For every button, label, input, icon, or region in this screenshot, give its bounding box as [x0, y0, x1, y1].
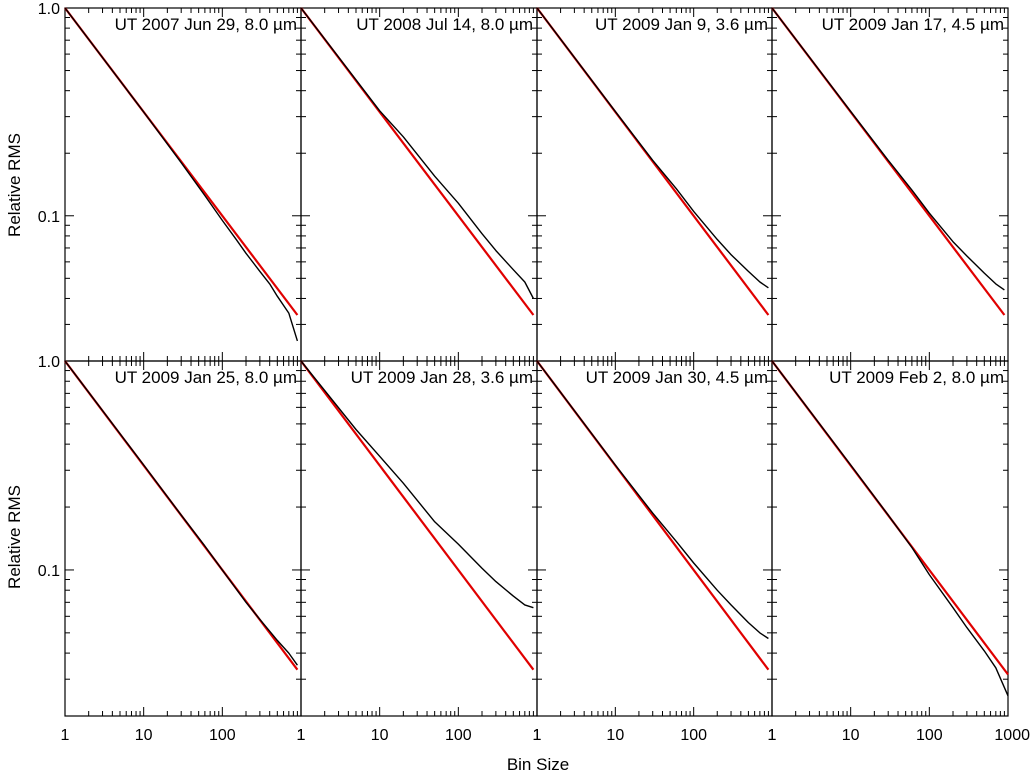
panels: 1.0 0.1 UT 2007 Jun 29, 8.0 µm UT 2008 Jul …: [38, 1, 1030, 744]
panel-7: 1 10 100 1 UT 2009 Jan 30, 4.5 µm: [533, 360, 777, 744]
y-tick-label: 1.0: [38, 1, 60, 18]
panel-title: UT 2009 Jan 9, 3.6 µm: [595, 15, 768, 34]
panel-frame: [300, 360, 538, 717]
measured-line: [300, 360, 534, 609]
panel-frame: [771, 7, 1009, 362]
panel-frame: [771, 360, 1009, 717]
measured-line: [64, 360, 298, 666]
panel-5: 1.0 0.1 1 10 100 1 UT 2009 Jan 25, 8.0 µm: [38, 354, 306, 744]
measured-line: [536, 7, 769, 289]
x-tick-label: 1: [297, 727, 306, 744]
x-tick-label: 1: [297, 727, 306, 744]
panel-1: 1.0 0.1 UT 2007 Jun 29, 8.0 µm: [38, 1, 302, 362]
panel-title: UT 2009 Jan 30, 4.5 µm: [586, 368, 768, 387]
y-tick-label: 0.1: [38, 563, 60, 580]
measured-line: [771, 7, 1005, 291]
panel-title: UT 2009 Jan 25, 8.0 µm: [115, 368, 297, 387]
panel-4: UT 2009 Jan 17, 4.5 µm: [771, 7, 1009, 362]
panel-frame: [536, 7, 773, 362]
y-axis-label-bottom: Relative RMS: [5, 485, 24, 589]
panel-title: UT 2009 Jan 17, 4.5 µm: [822, 15, 1004, 34]
y-axis-label-top: Relative RMS: [5, 133, 24, 237]
x-tick-label: 10: [606, 727, 624, 744]
x-tick-label: 1: [533, 727, 542, 744]
panel-title: UT 2009 Jan 28, 3.6 µm: [351, 368, 533, 387]
x-tick-label: 1: [533, 727, 542, 744]
panel-title: UT 2008 Jul 14, 8.0 µm: [356, 15, 533, 34]
y-tick-label: 0.1: [38, 209, 60, 226]
panel-frame: [536, 360, 773, 717]
x-tick-label: 100: [916, 727, 943, 744]
x-tick-label: 100: [445, 727, 472, 744]
panel-8: 1 10 100 1000 UT 2009 Feb 2, 8.0 µm: [768, 360, 1030, 744]
y-tick-label: 1.0: [38, 354, 60, 371]
x-tick-label: 10: [135, 727, 153, 744]
measured-line: [536, 360, 769, 640]
panel-frame: [64, 360, 302, 717]
x-tick-label: 1: [61, 727, 70, 744]
x-tick-label: 100: [209, 727, 236, 744]
x-tick-label: 1: [768, 727, 777, 744]
x-tick-label: 10: [842, 727, 860, 744]
measured-line: [771, 360, 1009, 697]
x-axis-label: Bin Size: [507, 755, 569, 774]
measured-line: [64, 7, 299, 342]
panel-3: UT 2009 Jan 9, 3.6 µm: [536, 7, 773, 362]
panel-frame: [300, 7, 538, 362]
panel-2: UT 2008 Jul 14, 8.0 µm: [300, 7, 538, 362]
panel-title: UT 2009 Feb 2, 8.0 µm: [829, 368, 1004, 387]
panel-frame: [64, 7, 302, 362]
reference-line: [300, 360, 535, 671]
x-tick-label: 1: [768, 727, 777, 744]
x-tick-label: 100: [680, 727, 707, 744]
measured-line: [300, 7, 535, 299]
x-tick-label: 10: [371, 727, 389, 744]
panel-title: UT 2007 Jun 29, 8.0 µm: [115, 15, 297, 34]
x-tick-label: 1000: [994, 727, 1030, 744]
panel-6: 1 10 100 1 UT 2009 Jan 28, 3.6 µm: [297, 360, 542, 744]
